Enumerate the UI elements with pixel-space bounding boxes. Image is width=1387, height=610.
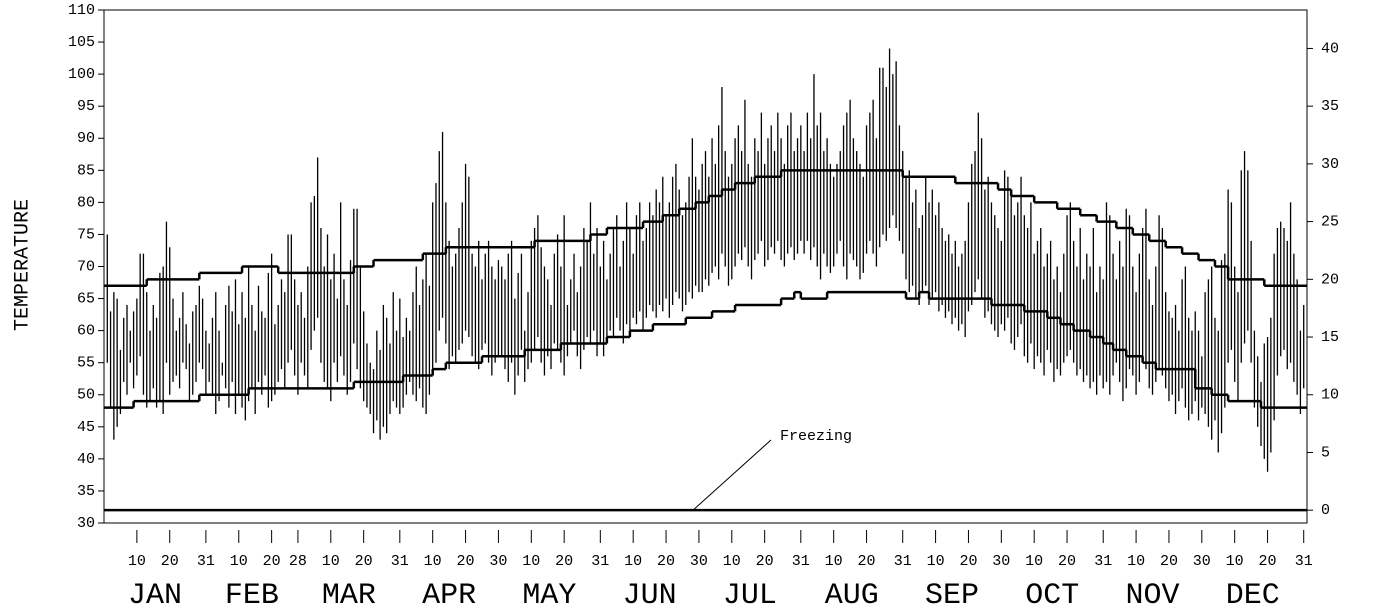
x-tick-label: 30: [690, 553, 708, 570]
x-tick-label: 10: [322, 553, 340, 570]
month-label: APR: [422, 579, 476, 610]
month-label: MAR: [322, 579, 376, 610]
x-tick-label: 31: [894, 553, 912, 570]
month-label: OCT: [1025, 579, 1079, 610]
y2-tick-label: 25: [1321, 214, 1339, 231]
x-tick-label: 10: [424, 553, 442, 570]
x-tick-label: 10: [128, 553, 146, 570]
x-tick-label: 20: [1160, 553, 1178, 570]
x-tick-label: 20: [858, 553, 876, 570]
x-tick-label: 30: [489, 553, 507, 570]
y-tick-label: 50: [77, 387, 95, 404]
x-tick-label: 20: [959, 553, 977, 570]
x-tick-label: 31: [391, 553, 409, 570]
x-tick-label: 10: [1127, 553, 1145, 570]
x-tick-label: 20: [355, 553, 373, 570]
y2-tick-label: 40: [1321, 40, 1339, 57]
x-tick-label: 31: [591, 553, 609, 570]
x-tick-label: 30: [1193, 553, 1211, 570]
freezing-label: Freezing: [780, 428, 852, 445]
x-tick-label: 20: [161, 553, 179, 570]
x-tick-label: 20: [657, 553, 675, 570]
x-tick-label: 10: [230, 553, 248, 570]
month-label: DEC: [1226, 579, 1280, 610]
x-tick-label: 20: [1259, 553, 1277, 570]
y-tick-label: 100: [68, 66, 95, 83]
x-tick-label: 20: [555, 553, 573, 570]
month-label: AUG: [825, 579, 879, 610]
x-tick-label: 20: [1058, 553, 1076, 570]
y-tick-label: 75: [77, 226, 95, 243]
x-tick-label: 10: [723, 553, 741, 570]
month-label: FEB: [225, 579, 279, 610]
y-tick-label: 110: [68, 2, 95, 19]
month-label: NOV: [1126, 579, 1180, 610]
x-tick-label: 10: [825, 553, 843, 570]
x-tick-label: 10: [927, 553, 945, 570]
x-tick-label: 28: [289, 553, 307, 570]
x-tick-label: 10: [522, 553, 540, 570]
month-label: JUN: [623, 579, 677, 610]
x-tick-label: 20: [457, 553, 475, 570]
y-tick-label: 105: [68, 34, 95, 51]
y2-tick-label: 30: [1321, 156, 1339, 173]
x-tick-label: 10: [624, 553, 642, 570]
x-tick-label: 31: [1295, 553, 1313, 570]
annotation-leader: [692, 439, 772, 511]
y-tick-label: 70: [77, 258, 95, 275]
month-label: MAY: [522, 579, 576, 610]
y2-tick-label: 0: [1321, 502, 1330, 519]
y-tick-label: 95: [77, 98, 95, 115]
y-tick-label: 60: [77, 323, 95, 340]
y-axis-label: TEMPERATURE: [11, 199, 34, 331]
x-tick-label: 10: [1226, 553, 1244, 570]
x-tick-label: 10: [1025, 553, 1043, 570]
y-tick-label: 80: [77, 194, 95, 211]
x-tick-label: 31: [792, 553, 810, 570]
y-tick-label: 40: [77, 451, 95, 468]
y-tick-label: 90: [77, 130, 95, 147]
y-tick-label: 65: [77, 291, 95, 308]
y-tick-label: 55: [77, 355, 95, 372]
y2-tick-label: 15: [1321, 329, 1339, 346]
y-tick-label: 45: [77, 419, 95, 436]
y2-tick-label: 10: [1321, 387, 1339, 404]
x-tick-label: 30: [992, 553, 1010, 570]
y-tick-label: 35: [77, 483, 95, 500]
x-tick-label: 20: [756, 553, 774, 570]
month-label: JAN: [128, 579, 182, 610]
month-label: SEP: [925, 579, 979, 610]
y2-tick-label: 35: [1321, 98, 1339, 115]
month-label: JUL: [723, 579, 777, 610]
y2-tick-label: 20: [1321, 271, 1339, 288]
y2-tick-label: 5: [1321, 444, 1330, 461]
x-tick-label: 31: [197, 553, 215, 570]
x-tick-label: 20: [263, 553, 281, 570]
y-tick-label: 30: [77, 515, 95, 532]
y-tick-label: 85: [77, 162, 95, 179]
x-tick-label: 31: [1094, 553, 1112, 570]
